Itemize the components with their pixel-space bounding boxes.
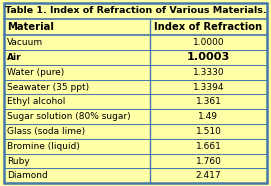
Text: 1.3330: 1.3330	[193, 68, 224, 77]
Text: Index of Refraction: Index of Refraction	[154, 22, 263, 32]
Text: Ethyl alcohol: Ethyl alcohol	[7, 97, 66, 106]
Text: 1.3394: 1.3394	[193, 83, 224, 92]
Text: 1.361: 1.361	[195, 97, 221, 106]
Text: 1.661: 1.661	[195, 142, 221, 151]
Text: 1.0003: 1.0003	[187, 52, 230, 62]
Text: 1.49: 1.49	[198, 112, 218, 121]
Text: 1.510: 1.510	[195, 127, 221, 136]
Text: 1.0000: 1.0000	[193, 38, 224, 47]
Text: Diamond: Diamond	[7, 171, 48, 180]
Text: Sugar solution (80% sugar): Sugar solution (80% sugar)	[7, 112, 131, 121]
Text: Material: Material	[7, 22, 54, 32]
Text: 1.760: 1.760	[195, 156, 221, 166]
Text: Vacuum: Vacuum	[7, 38, 43, 47]
Text: Ruby: Ruby	[7, 156, 30, 166]
Text: Water (pure): Water (pure)	[7, 68, 64, 77]
Text: Bromine (liquid): Bromine (liquid)	[7, 142, 80, 151]
Text: Table 1. Index of Refraction of Various Materials.: Table 1. Index of Refraction of Various …	[5, 6, 266, 15]
Text: Air: Air	[7, 53, 22, 62]
Text: Glass (soda lime): Glass (soda lime)	[7, 127, 85, 136]
Text: Seawater (35 ppt): Seawater (35 ppt)	[7, 83, 89, 92]
Text: 2.417: 2.417	[196, 171, 221, 180]
